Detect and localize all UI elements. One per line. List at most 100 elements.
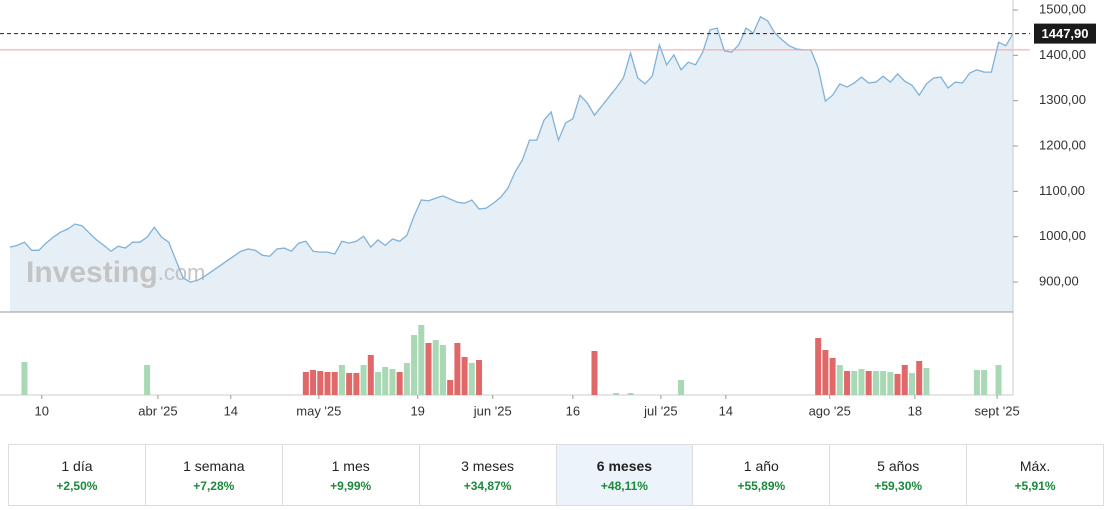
- period-label: 1 semana: [183, 458, 245, 474]
- volume-bar: [894, 374, 901, 395]
- y-tick-label: 1300,00: [1039, 92, 1086, 107]
- volume-bar: [447, 380, 454, 395]
- volume-bar: [858, 369, 865, 395]
- x-tick-label: jul '25: [643, 403, 678, 418]
- volume-bar: [425, 343, 432, 395]
- x-tick-label: sept '25: [975, 403, 1020, 418]
- x-tick-label: 18: [908, 403, 922, 418]
- volume-bar: [476, 360, 483, 395]
- y-tick-label: 1100,00: [1039, 183, 1085, 198]
- volume-bar: [872, 371, 879, 395]
- y-tick-label: 1500,00: [1039, 1, 1086, 16]
- x-tick-label: ago '25: [809, 403, 851, 418]
- period-change: +5,91%: [1014, 479, 1056, 493]
- volume-bar: [324, 372, 331, 395]
- volume-bar: [865, 371, 872, 395]
- period-change: +9,99%: [330, 479, 372, 493]
- period-button[interactable]: 1 año +55,89%: [693, 445, 831, 505]
- watermark-text: Investing: [26, 256, 158, 289]
- price-line: [9, 15, 1014, 283]
- period-change: +48,11%: [600, 479, 648, 493]
- volume-bar: [346, 373, 353, 395]
- period-button[interactable]: 1 día +2,50%: [9, 445, 146, 505]
- volume-bar: [331, 372, 338, 395]
- volume-bar: [981, 370, 988, 395]
- volume-bar: [908, 373, 915, 395]
- period-button[interactable]: 1 mes +9,99%: [283, 445, 420, 505]
- volume-bar: [916, 361, 923, 395]
- period-change: +34,87%: [463, 479, 512, 493]
- volume-bar: [302, 372, 309, 395]
- watermark: Investing.com: [26, 256, 205, 289]
- volume-bar: [375, 372, 382, 395]
- price-area: [10, 16, 1013, 312]
- period-button[interactable]: 1 semana +7,28%: [146, 445, 283, 505]
- x-tick-label: 10: [35, 403, 49, 418]
- volume-bar: [887, 372, 894, 395]
- volume-bar: [454, 343, 461, 395]
- volume-bar: [310, 370, 317, 395]
- period-button[interactable]: 5 años +59,30%: [830, 445, 968, 505]
- volume-bar: [901, 365, 908, 395]
- volume-bar: [360, 365, 367, 395]
- volume-bar: [403, 363, 410, 395]
- y-tick-label: 1200,00: [1039, 137, 1086, 152]
- volume-bar: [973, 370, 980, 395]
- period-label: 1 día: [61, 458, 93, 474]
- last-price-box: [1034, 23, 1096, 44]
- volume-bar: [367, 355, 374, 395]
- period-label: Máx.: [1019, 458, 1051, 474]
- chart: Investing.com 900,00 1000,00 1100,00 1200,00…: [0, 0, 1096, 418]
- volume-bar: [815, 338, 822, 395]
- volume-bar: [353, 373, 360, 395]
- y-tick-label: 900,00: [1039, 274, 1079, 289]
- volume-bar: [851, 371, 858, 395]
- volume-bar: [21, 362, 28, 395]
- period-change: +2,50%: [56, 479, 98, 493]
- volume-bar: [844, 371, 851, 395]
- last-price-label: 1447,90: [1042, 26, 1089, 41]
- x-tick-label: 16: [566, 403, 580, 418]
- volume-bar: [627, 393, 634, 395]
- y-tick-label: 1000,00: [1039, 228, 1086, 243]
- period-change: +7,28%: [193, 479, 235, 493]
- volume-bar: [880, 371, 887, 395]
- period-button[interactable]: Máx. +5,91%: [967, 445, 1103, 505]
- volume-bar: [382, 367, 389, 395]
- period-label: 1 año: [743, 458, 779, 474]
- x-tick-label: 14: [719, 403, 733, 418]
- volume-bar: [418, 325, 425, 395]
- volume-bar: [923, 368, 930, 395]
- volume-bar: [461, 357, 468, 395]
- volume-bar: [836, 365, 843, 395]
- period-label: 6 meses: [596, 458, 653, 474]
- x-tick-label: 14: [224, 403, 238, 418]
- volume-bar: [338, 365, 345, 395]
- volume-bar: [591, 351, 598, 395]
- period-button[interactable]: 3 meses +34,87%: [420, 445, 557, 505]
- volume-bar: [995, 365, 1002, 395]
- volume-bar: [439, 345, 446, 395]
- volume-bar: [678, 380, 685, 395]
- period-label: 5 años: [877, 458, 920, 474]
- period-change: +55,89%: [737, 479, 786, 493]
- y-tick-label: 1400,00: [1039, 47, 1086, 62]
- volume-bar: [389, 369, 396, 395]
- volume-bar: [432, 340, 439, 395]
- period-change: +59,30%: [874, 479, 923, 493]
- x-tick-label: jun '25: [473, 403, 512, 418]
- volume-bar: [411, 335, 418, 395]
- x-tick-label: may '25: [296, 403, 341, 418]
- period-label: 3 meses: [461, 458, 515, 474]
- period-selector: 1 día +2,50% 1 semana +7,28% 1 mes +9,99% 3 me…: [8, 444, 1104, 506]
- volume-bar: [144, 365, 151, 395]
- period-button[interactable]: 6 meses +48,11%: [556, 445, 694, 505]
- volume-bar: [822, 350, 829, 395]
- volume-bar: [396, 372, 403, 395]
- volume-bar: [613, 393, 620, 395]
- volume-bar: [829, 358, 836, 395]
- x-tick-label: abr '25: [138, 403, 177, 418]
- x-tick-label: 19: [410, 403, 424, 418]
- volume-bar: [317, 371, 324, 395]
